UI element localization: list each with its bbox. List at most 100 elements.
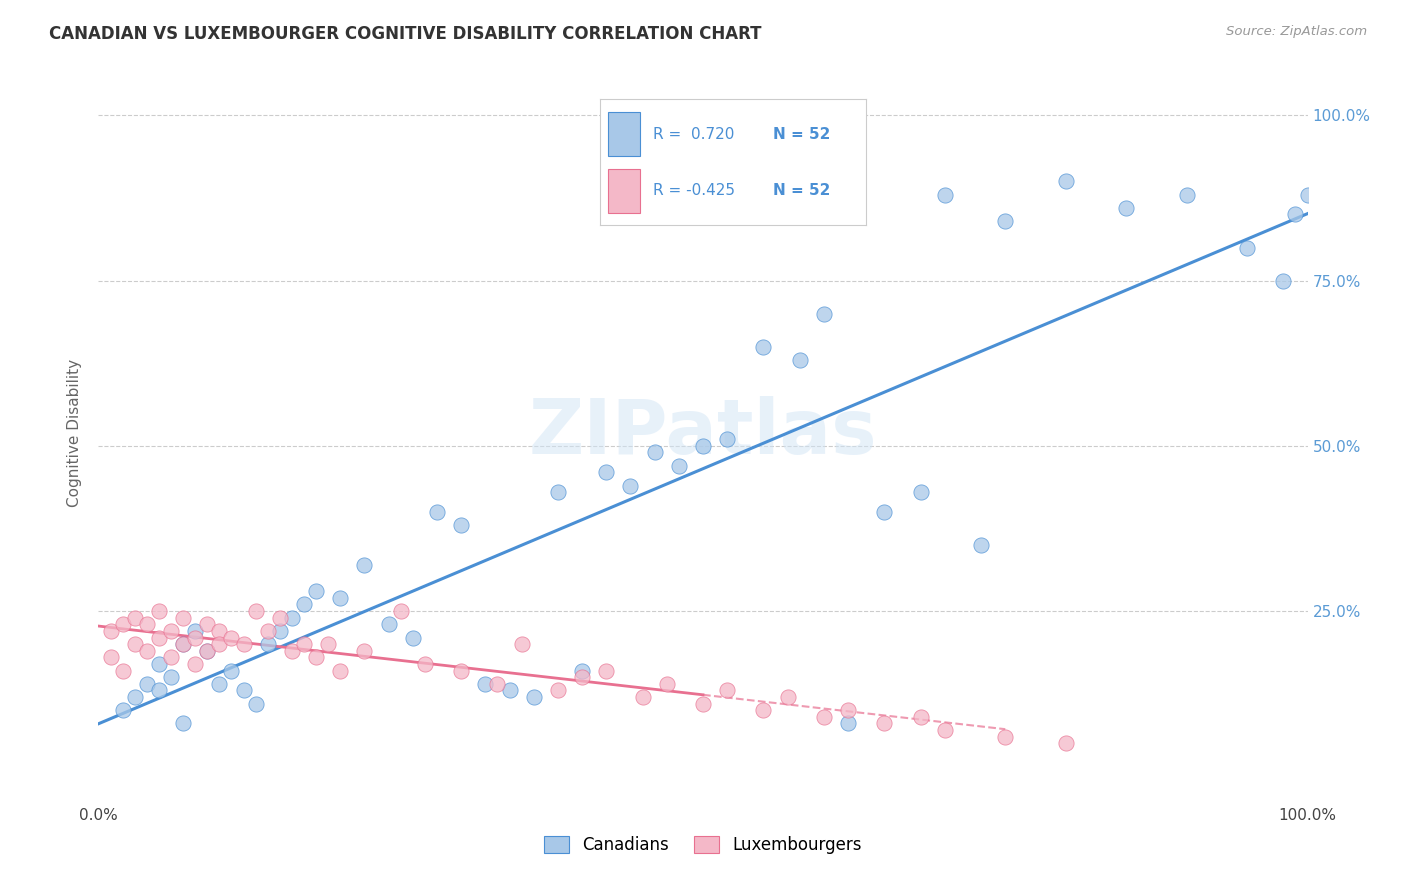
Point: [571, 664, 593, 678]
Text: Source: ZipAtlas.com: Source: ZipAtlas.com: [1226, 25, 1367, 38]
Point: [195, 644, 218, 658]
Point: [221, 664, 243, 678]
Point: [148, 657, 170, 671]
Point: [910, 710, 932, 724]
Point: [402, 631, 425, 645]
Point: [934, 187, 956, 202]
Point: [100, 624, 122, 638]
Point: [1236, 240, 1258, 255]
Point: [160, 670, 183, 684]
Point: [245, 697, 267, 711]
Point: [208, 637, 231, 651]
Point: [413, 657, 436, 671]
Point: [619, 478, 641, 492]
Legend: Canadians, Luxembourgers: Canadians, Luxembourgers: [537, 830, 869, 861]
Point: [172, 716, 194, 731]
Point: [837, 703, 859, 717]
Point: [292, 637, 315, 651]
Point: [256, 637, 278, 651]
Point: [329, 664, 352, 678]
Point: [873, 505, 896, 519]
Point: [172, 637, 194, 651]
Point: [716, 683, 738, 698]
Point: [100, 650, 122, 665]
Point: [655, 677, 678, 691]
Point: [837, 716, 859, 731]
Point: [124, 637, 146, 651]
Point: [221, 631, 243, 645]
Point: [305, 584, 328, 599]
Point: [994, 214, 1017, 228]
Point: [281, 611, 304, 625]
Point: [1272, 274, 1295, 288]
Point: [232, 683, 254, 698]
Point: [873, 716, 896, 731]
Point: [547, 683, 569, 698]
Point: [813, 307, 835, 321]
Point: [994, 730, 1017, 744]
Point: [111, 617, 134, 632]
Point: [1175, 187, 1198, 202]
Point: [426, 505, 449, 519]
Point: [148, 683, 170, 698]
Point: [269, 611, 291, 625]
Point: [184, 631, 207, 645]
Point: [1115, 201, 1137, 215]
Point: [184, 624, 207, 638]
Point: [450, 664, 472, 678]
Point: [135, 644, 157, 658]
Point: [934, 723, 956, 737]
Point: [232, 637, 254, 651]
Point: [111, 703, 134, 717]
Point: [668, 458, 690, 473]
Point: [208, 624, 231, 638]
Point: [486, 677, 509, 691]
Text: CANADIAN VS LUXEMBOURGER COGNITIVE DISABILITY CORRELATION CHART: CANADIAN VS LUXEMBOURGER COGNITIVE DISAB…: [49, 25, 762, 43]
Point: [595, 465, 617, 479]
Point: [135, 617, 157, 632]
Point: [716, 432, 738, 446]
Point: [450, 518, 472, 533]
Point: [329, 591, 352, 605]
Point: [692, 697, 714, 711]
Point: [305, 650, 328, 665]
Point: [111, 664, 134, 678]
Point: [474, 677, 496, 691]
Point: [1054, 174, 1077, 188]
Point: [256, 624, 278, 638]
Point: [377, 617, 399, 632]
Point: [1054, 736, 1077, 750]
Point: [910, 485, 932, 500]
Point: [208, 677, 231, 691]
Point: [281, 644, 304, 658]
Point: [245, 604, 267, 618]
Text: ZIPatlas: ZIPatlas: [529, 396, 877, 469]
Point: [148, 631, 170, 645]
Point: [172, 637, 194, 651]
Point: [789, 352, 811, 367]
Point: [160, 650, 183, 665]
Point: [692, 439, 714, 453]
Point: [813, 710, 835, 724]
Point: [510, 637, 533, 651]
Point: [523, 690, 546, 704]
Point: [124, 611, 146, 625]
Point: [353, 644, 375, 658]
Point: [316, 637, 339, 651]
Point: [571, 670, 593, 684]
Point: [184, 657, 207, 671]
Point: [631, 690, 654, 704]
Point: [292, 598, 315, 612]
Point: [547, 485, 569, 500]
Point: [160, 624, 183, 638]
Point: [752, 340, 775, 354]
Point: [172, 611, 194, 625]
Point: [595, 664, 617, 678]
Point: [389, 604, 412, 618]
Point: [269, 624, 291, 638]
Point: [135, 677, 157, 691]
Point: [148, 604, 170, 618]
Point: [644, 445, 666, 459]
Point: [498, 683, 520, 698]
Point: [970, 538, 993, 552]
